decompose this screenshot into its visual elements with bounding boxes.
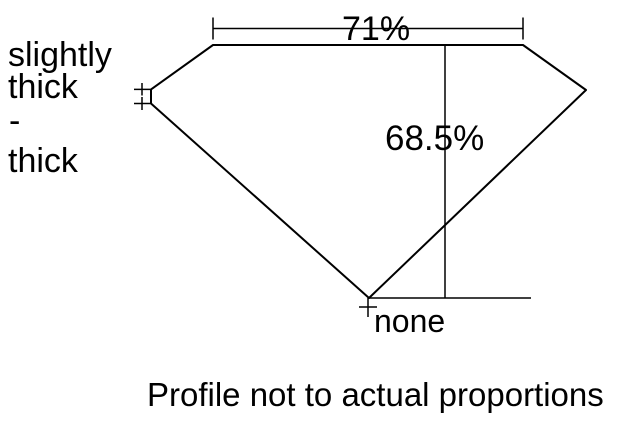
svg-text:none: none (374, 303, 445, 339)
svg-text:thick: thick (8, 68, 79, 106)
svg-text:-: - (9, 102, 20, 140)
svg-text:68.5%: 68.5% (385, 119, 484, 158)
svg-text:71%: 71% (342, 10, 410, 48)
svg-text:Profile not to actual proporti: Profile not to actual proportions (147, 376, 604, 413)
svg-text:thick: thick (8, 142, 79, 180)
